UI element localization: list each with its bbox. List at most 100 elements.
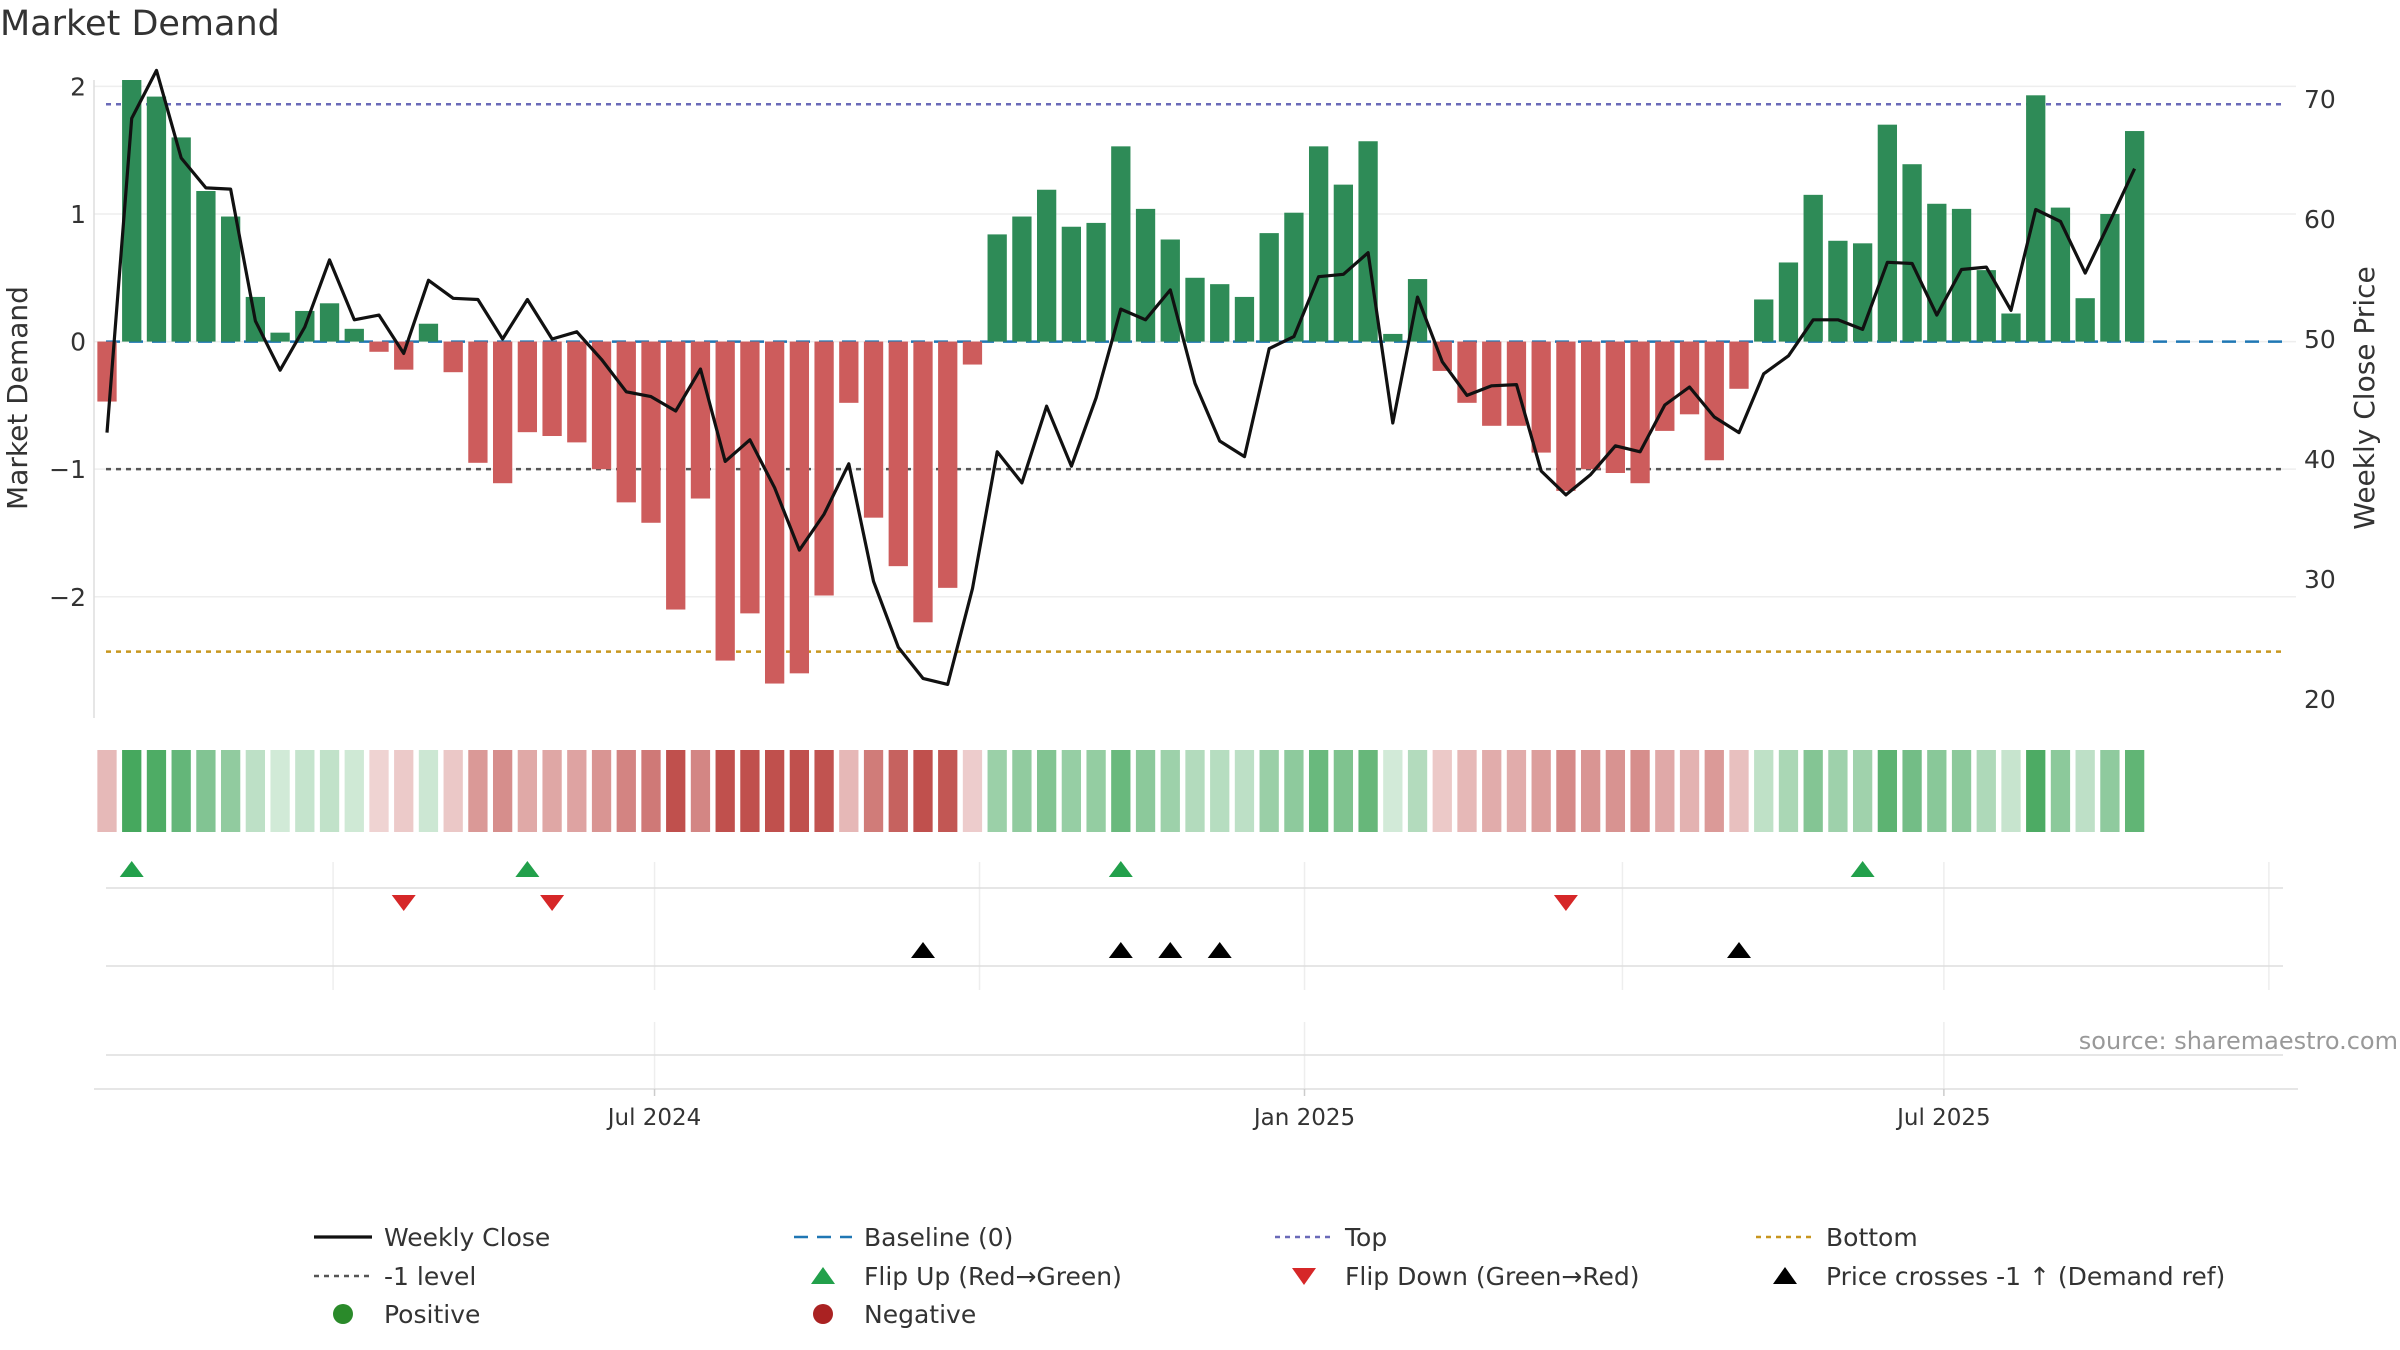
heat-cell	[938, 750, 958, 832]
demand-bar	[1704, 341, 1724, 461]
demand-bar	[492, 341, 513, 484]
heat-cell	[443, 750, 463, 832]
heat-cell	[2050, 750, 2071, 832]
demand-bar	[1803, 194, 1823, 342]
legend-label: Price crosses -1 ↑ (Demand ref)	[1826, 1262, 2225, 1291]
demand-bar	[740, 341, 760, 614]
price-cross-marker	[911, 942, 935, 958]
reference-lines	[106, 102, 2286, 653]
heat-cell	[1358, 750, 1378, 832]
flip-up-marker	[1850, 861, 1875, 877]
heat-cell	[1655, 750, 1675, 832]
heat-cell	[1556, 750, 1576, 832]
heat-cell	[1951, 750, 1972, 832]
y-tick-left: 1	[70, 200, 86, 229]
heat-cell	[2124, 750, 2145, 832]
flip-down-marker	[391, 895, 416, 911]
heat-cell	[888, 750, 908, 832]
legend-swatch	[813, 1304, 833, 1324]
demand-bar	[2050, 207, 2071, 342]
heat-cell	[1778, 750, 1799, 832]
heat-cell	[146, 750, 167, 832]
y-tick-right: 40	[2304, 445, 2336, 474]
demand-bar	[1927, 203, 1947, 342]
demand-bar	[1580, 341, 1601, 470]
heat-cell	[1580, 750, 1601, 832]
demand-bar	[1210, 284, 1230, 342]
heat-cell	[1828, 750, 1848, 832]
demand-bar	[468, 341, 488, 463]
demand-bar	[1308, 146, 1329, 342]
demand-bar	[1036, 189, 1057, 342]
demand-bar	[2100, 213, 2120, 342]
event-markers	[119, 861, 1875, 958]
demand-bar	[1135, 208, 1156, 342]
flip-down-marker	[1553, 895, 1578, 911]
demand-bar	[418, 323, 439, 342]
demand-bar	[1556, 341, 1576, 491]
heat-cell	[839, 750, 859, 832]
heat-cell	[517, 750, 538, 832]
y-tick-left: −1	[49, 455, 86, 484]
demand-bar	[938, 341, 958, 588]
x-tick-label: Jul 2024	[606, 1105, 702, 1131]
heat-cell	[764, 750, 785, 832]
heat-cell	[1160, 750, 1180, 832]
demand-bar	[1877, 124, 1898, 342]
demand-bar	[1976, 270, 1996, 342]
demand-bar	[1111, 146, 1131, 342]
legend-swatch	[333, 1304, 353, 1324]
heat-cell	[1679, 750, 1700, 832]
demand-bar	[146, 96, 167, 342]
y-tick-right: 30	[2304, 565, 2336, 594]
heat-cell	[1457, 750, 1477, 832]
demand-bar	[1482, 341, 1502, 426]
heat-cell	[962, 750, 983, 832]
heat-cell	[245, 750, 266, 832]
heat-cell	[1036, 750, 1057, 832]
legend-swatch	[1292, 1268, 1316, 1285]
heat-cell	[1754, 750, 1774, 832]
demand-bar	[1333, 184, 1354, 342]
demand-bar	[913, 341, 933, 623]
demand-bar	[196, 191, 216, 342]
demand-bar	[517, 341, 538, 433]
price-line-layer	[105, 68, 2137, 687]
legend-label: Flip Up (Red→Green)	[864, 1262, 1122, 1291]
heat-cell	[1630, 750, 1650, 832]
legend-label: Positive	[384, 1300, 480, 1329]
heat-cell	[616, 750, 636, 832]
demand-bar	[1655, 341, 1675, 431]
heat-cell	[122, 750, 142, 832]
heat-cell	[1407, 750, 1428, 832]
y-tick-right: 50	[2304, 325, 2336, 354]
heat-cell	[1284, 750, 1304, 832]
demand-bar	[344, 328, 364, 342]
heat-cell	[97, 750, 117, 832]
flip-down-marker	[540, 895, 565, 911]
demand-bar	[715, 341, 735, 661]
demand-bar	[888, 341, 908, 567]
demand-bar	[2075, 298, 2095, 342]
demand-bar	[1902, 164, 1922, 342]
demand-bar	[814, 341, 834, 596]
demand-bar	[1754, 299, 1774, 342]
y-tick-left: −2	[49, 583, 86, 612]
heat-cell	[641, 750, 661, 832]
heat-cell	[2026, 750, 2046, 832]
heat-cell	[1704, 750, 1724, 832]
heat-cell	[1308, 750, 1329, 832]
heat-cell	[1383, 750, 1403, 832]
heat-cell	[740, 750, 760, 832]
demand-bar	[863, 341, 884, 518]
demand-bar	[542, 341, 562, 437]
demand-heat-strip	[97, 750, 2145, 832]
demand-bar	[1383, 333, 1403, 342]
chart-title: Market Demand	[0, 4, 280, 44]
heat-cell	[591, 750, 612, 832]
heat-cell	[1482, 750, 1502, 832]
demand-bar	[641, 341, 661, 523]
heat-cell	[567, 750, 587, 832]
demand-bar	[2124, 131, 2145, 342]
demand-bar	[962, 341, 983, 365]
